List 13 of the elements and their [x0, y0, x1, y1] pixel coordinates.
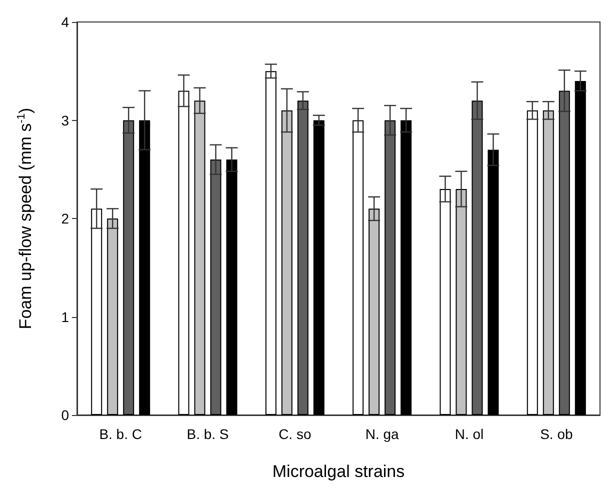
x-tick-label: B. b. C [99, 426, 142, 442]
x-tick-label: S. ob [540, 426, 573, 442]
y-tick-label: 0 [61, 407, 70, 423]
y-tick-label: 4 [61, 14, 70, 30]
x-tick-label: N. ga [365, 426, 400, 442]
x-tick-label: C. so [278, 426, 312, 442]
x-tick-label: N. ol [454, 426, 484, 442]
y-tick-label: 1 [61, 308, 70, 325]
y-tick-label: 2 [61, 210, 70, 226]
x-tick-label: B. b. S [186, 426, 229, 442]
y-axis-title: Foam up-flow speed (mm s-1) [16, 108, 35, 330]
x-axis-title: Microalgal strains [272, 462, 405, 481]
y-tick-label: 3 [61, 112, 70, 128]
